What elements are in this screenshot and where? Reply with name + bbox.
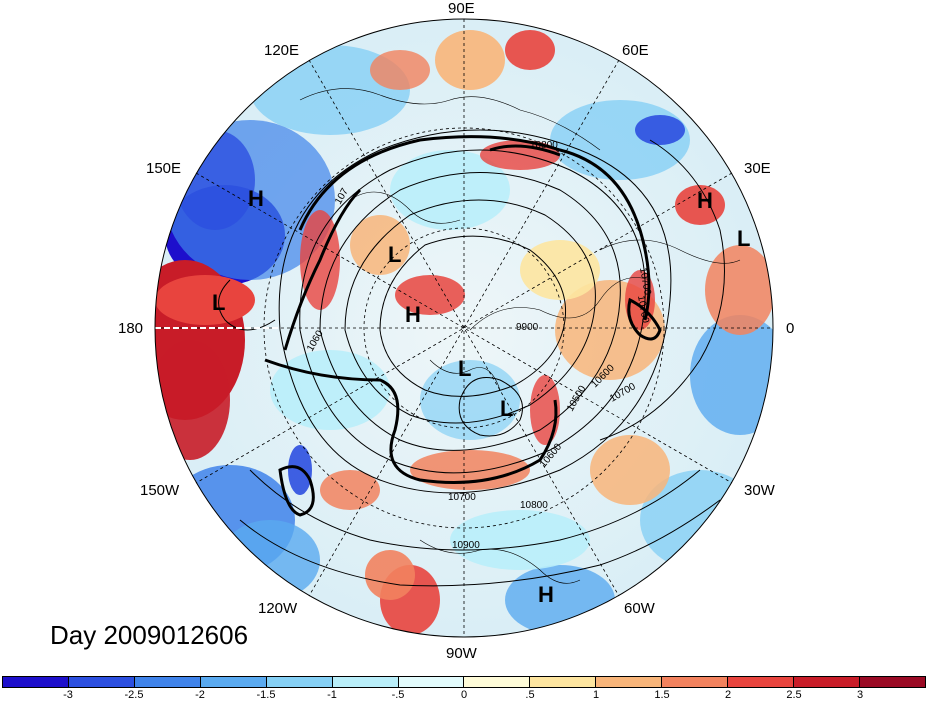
day-label: Day 2009012606 <box>50 620 249 650</box>
contour-label: 9900 <box>516 322 539 333</box>
color-bar-swatch <box>68 677 135 687</box>
color-bar-swatch <box>134 677 201 687</box>
high-pressure-marker: H <box>538 582 554 607</box>
high-pressure-marker: H <box>697 188 713 213</box>
lon-label-90e: 90E <box>448 0 475 17</box>
color-bar-swatch <box>859 677 925 687</box>
lon-label-60w: 60W <box>624 600 655 617</box>
low-pressure-marker: L <box>458 356 471 381</box>
color-bar-tick-label: 1 <box>592 689 600 701</box>
color-bar-tick-label: .5 <box>525 689 535 701</box>
lon-label-60e: 60E <box>622 42 649 59</box>
contour-label: 10900 <box>452 540 480 551</box>
lon-label-150w: 150W <box>140 482 180 499</box>
lon-label-150e: 150E <box>146 160 182 177</box>
color-bar-swatch <box>332 677 399 687</box>
color-bar-tick-label: -1 <box>327 689 337 701</box>
lon-label-30e: 30E <box>744 160 771 177</box>
color-bar-swatch <box>398 677 465 687</box>
pressure-centers: H H L L L H L L H <box>212 186 750 607</box>
low-pressure-marker: L <box>737 226 750 251</box>
color-bar-tick-label: 3 <box>856 689 864 701</box>
contour-label: 10700 <box>635 295 651 325</box>
color-bar-swatch <box>200 677 267 687</box>
color-bar-tick-label: -2 <box>195 689 205 701</box>
color-bar-swatch <box>662 677 729 687</box>
color-bar-tick-label: 0 <box>460 689 468 701</box>
contour-label: 10700 <box>637 267 653 297</box>
color-bar-swatch <box>728 677 795 687</box>
low-pressure-marker: L <box>500 396 513 421</box>
color-bar-swatch <box>596 677 663 687</box>
low-pressure-marker: L <box>388 242 401 267</box>
color-bar-tick-label: 1.5 <box>654 689 670 701</box>
color-bar-swatch <box>530 677 597 687</box>
map-boundary <box>154 18 774 638</box>
lon-label-30w: 30W <box>744 482 775 499</box>
lon-label-90w: 90W <box>446 645 477 662</box>
color-bar <box>2 676 926 688</box>
lon-label-180: 180 <box>118 320 144 337</box>
contour-label: 10700 <box>448 492 476 503</box>
color-bar-tick-label: 2.5 <box>786 689 802 701</box>
color-bar-tick-label: -3 <box>63 689 73 701</box>
color-bar-tick-label: -2.5 <box>124 689 144 701</box>
height-contours <box>218 129 725 587</box>
color-bar-swatch <box>464 677 531 687</box>
contour-label: 10800 <box>520 500 548 511</box>
color-bar-tick-label: 2 <box>724 689 732 701</box>
graticule <box>155 19 773 637</box>
lon-label-120w: 120W <box>258 600 298 617</box>
color-bar-tick-label: -.5 <box>391 689 405 701</box>
lon-label-120e: 120E <box>264 42 300 59</box>
high-pressure-marker: H <box>248 186 264 211</box>
color-bar-swatch <box>266 677 333 687</box>
high-pressure-marker: H <box>405 302 421 327</box>
color-bar-tick-label: -1.5 <box>256 689 276 701</box>
contour-label: 10800 <box>530 140 558 151</box>
lon-label-0: 0 <box>786 320 795 337</box>
coastlines <box>299 88 741 584</box>
color-bar-swatch <box>3 677 69 687</box>
color-bar-swatch <box>794 677 860 687</box>
low-pressure-marker: L <box>212 290 225 315</box>
